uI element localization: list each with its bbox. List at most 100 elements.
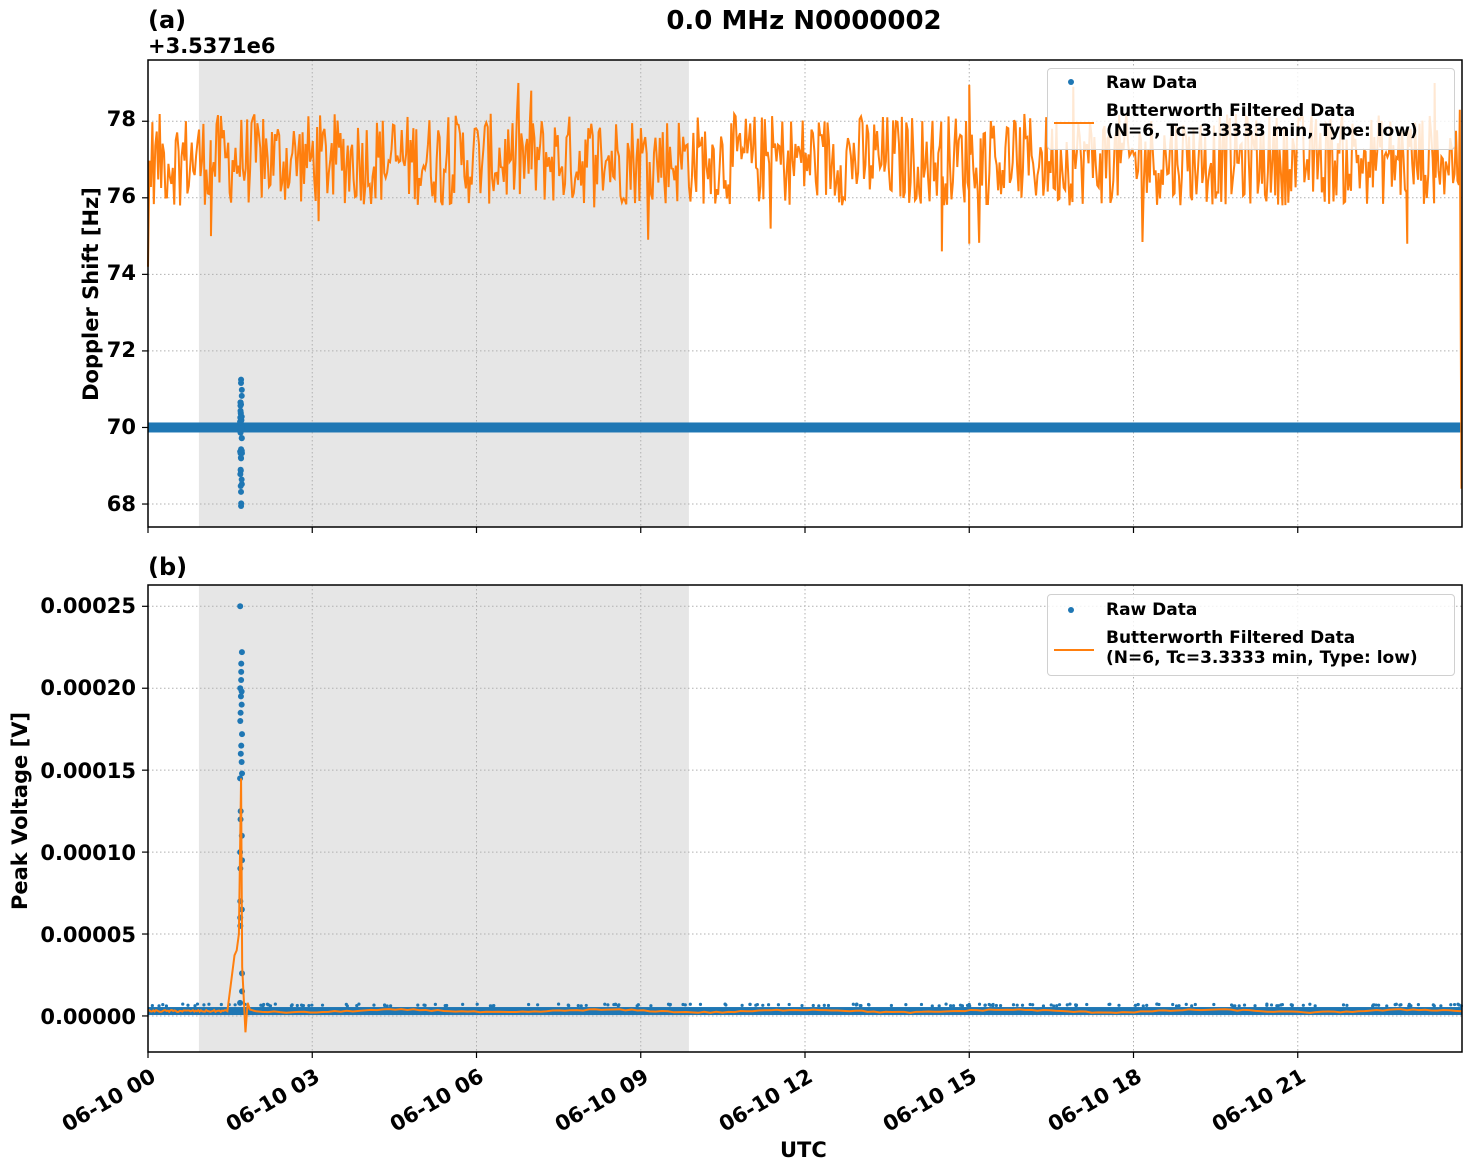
raw-data-point xyxy=(289,1004,294,1008)
raw-data-point xyxy=(237,407,244,414)
raw-data-point xyxy=(1015,1003,1019,1007)
raw-data-point xyxy=(1190,1004,1194,1008)
raw-data-point xyxy=(937,1004,941,1008)
raw-data-point xyxy=(1141,1004,1145,1008)
raw-data-point xyxy=(556,1002,561,1006)
raw-data-point xyxy=(576,1003,580,1008)
raw-data-marker-icon xyxy=(1068,79,1074,85)
raw-data-point xyxy=(1377,1003,1381,1007)
raw-data-point xyxy=(1011,1003,1016,1007)
raw-data-point xyxy=(649,1004,653,1008)
raw-data-point xyxy=(613,1002,618,1006)
raw-data-point xyxy=(1279,1003,1283,1007)
raw-data-point xyxy=(977,1002,982,1006)
raw-data-point xyxy=(307,1003,311,1008)
y-tick-label: 68 xyxy=(106,492,136,516)
raw-data-point xyxy=(1371,1003,1375,1007)
raw-data-point xyxy=(238,668,245,675)
raw-data-point xyxy=(238,392,245,399)
raw-data-point xyxy=(202,1003,206,1007)
raw-data-point xyxy=(237,709,244,716)
raw-data-point xyxy=(157,1004,161,1008)
raw-data-point xyxy=(965,1003,970,1008)
raw-data-point xyxy=(239,770,246,777)
raw-data-point xyxy=(461,1002,465,1006)
raw-data-point xyxy=(1341,1003,1346,1007)
raw-data-point xyxy=(1253,1004,1257,1008)
raw-data-point xyxy=(1031,1003,1035,1007)
raw-data-point xyxy=(237,718,244,725)
raw-data-point xyxy=(1136,1002,1140,1007)
raw-data-point xyxy=(1439,1004,1443,1008)
raw-data-point xyxy=(1074,1003,1079,1007)
legend-voltage: Raw Data Butterworth Filtered Data (N=6,… xyxy=(1047,594,1455,676)
raw-data-point xyxy=(239,731,246,738)
raw-data-point xyxy=(636,1003,640,1007)
raw-data-point xyxy=(919,1002,924,1007)
raw-data-point xyxy=(193,1004,197,1008)
raw-data-point xyxy=(761,1003,765,1007)
raw-data-point xyxy=(238,701,245,708)
raw-data-point xyxy=(1174,1004,1179,1008)
raw-data-point xyxy=(237,750,244,757)
raw-data-point xyxy=(681,1002,685,1007)
raw-data-point xyxy=(1269,1003,1274,1007)
raw-data-point xyxy=(1055,1004,1059,1008)
raw-data-point xyxy=(1449,1003,1453,1007)
raw-data-point xyxy=(345,1004,349,1008)
axes-frame-voltage xyxy=(147,584,1463,1053)
raw-data-point xyxy=(238,688,245,695)
raw-data-point xyxy=(389,1004,393,1008)
legend-filtered-label: Butterworth Filtered Data xyxy=(1106,628,1356,648)
raw-data-point xyxy=(1057,1003,1062,1007)
raw-data-point xyxy=(851,1002,855,1006)
raw-data-point xyxy=(1145,1003,1149,1007)
y-tick-label: 0.00015 xyxy=(40,759,136,783)
panel-a-label: (a) xyxy=(148,6,187,34)
y-tick-label: 0.00025 xyxy=(40,594,136,618)
raw-data-band xyxy=(148,422,1462,433)
raw-data-point xyxy=(1177,1004,1181,1008)
raw-data-point xyxy=(603,1002,607,1006)
raw-data-point xyxy=(1237,1004,1241,1008)
raw-data-point xyxy=(1052,1004,1056,1008)
raw-data-point xyxy=(991,1002,995,1007)
raw-data-point xyxy=(320,1003,325,1007)
raw-data-point xyxy=(1399,1003,1403,1007)
raw-data-marker-icon xyxy=(1068,607,1074,613)
raw-data-point xyxy=(238,476,245,483)
raw-data-point xyxy=(579,1004,583,1008)
raw-data-point xyxy=(295,1003,299,1008)
y-tick-label: 72 xyxy=(106,338,136,362)
raw-data-point xyxy=(385,1004,389,1008)
raw-data-point xyxy=(238,660,245,667)
filtered-line-icon xyxy=(1054,122,1094,124)
raw-data-point xyxy=(1432,1004,1436,1008)
raw-data-point xyxy=(238,376,245,383)
raw-data-point xyxy=(787,1002,791,1007)
raw-data-point xyxy=(1374,1003,1378,1007)
y-tick-label: 76 xyxy=(106,184,136,208)
raw-data-point xyxy=(423,1003,427,1007)
raw-data-point xyxy=(1068,1002,1072,1006)
raw-data-point xyxy=(1416,1003,1420,1007)
legend-raw-label: Raw Data xyxy=(1106,600,1198,620)
raw-data-point xyxy=(238,649,245,656)
raw-data-point xyxy=(1265,1003,1269,1007)
x-axis-label: UTC xyxy=(780,1138,827,1162)
raw-data-point xyxy=(237,454,244,461)
raw-data-point xyxy=(1157,1002,1161,1007)
raw-data-point xyxy=(238,425,245,432)
raw-data-point xyxy=(1041,1004,1046,1008)
raw-data-point xyxy=(475,1002,479,1006)
raw-data-point xyxy=(944,1002,948,1006)
raw-data-point xyxy=(951,1004,956,1008)
raw-data-point xyxy=(310,1003,314,1007)
raw-data-point xyxy=(930,1004,934,1008)
raw-data-point xyxy=(1028,1002,1032,1007)
figure-title: 0.0 MHz N0000002 xyxy=(666,6,942,36)
raw-data-point xyxy=(1171,1002,1175,1007)
legend-filtered-params: (N=6, Tc=3.3333 min, Type: low) xyxy=(1106,648,1418,668)
raw-data-point xyxy=(1233,1004,1237,1008)
raw-data-point xyxy=(817,1004,821,1008)
